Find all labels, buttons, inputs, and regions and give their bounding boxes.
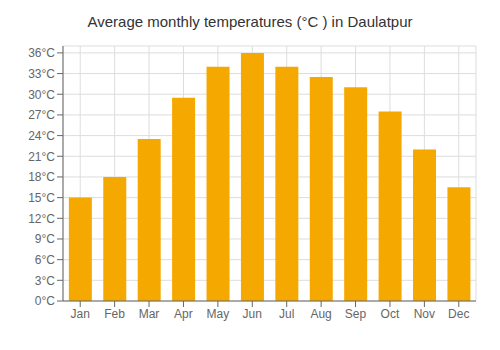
svg-text:Oct: Oct	[381, 307, 400, 321]
svg-text:Nov: Nov	[414, 307, 435, 321]
svg-text:18°C: 18°C	[28, 170, 55, 184]
svg-text:May: May	[207, 307, 230, 321]
svg-text:Feb: Feb	[104, 307, 125, 321]
svg-text:24°C: 24°C	[28, 129, 55, 143]
svg-text:Jun: Jun	[243, 307, 262, 321]
svg-text:30°C: 30°C	[28, 88, 55, 102]
svg-text:36°C: 36°C	[28, 46, 55, 60]
svg-text:Sep: Sep	[345, 307, 367, 321]
svg-text:Mar: Mar	[139, 307, 160, 321]
svg-text:Apr: Apr	[174, 307, 193, 321]
svg-text:Jan: Jan	[71, 307, 90, 321]
svg-text:12°C: 12°C	[28, 212, 55, 226]
svg-text:15°C: 15°C	[28, 191, 55, 205]
svg-text:27°C: 27°C	[28, 108, 55, 122]
svg-text:33°C: 33°C	[28, 67, 55, 81]
svg-text:0°C: 0°C	[35, 294, 55, 308]
html-text:Average monthly temperatures (: Average monthly temperatures (°C ) in Da…	[87, 13, 413, 30]
svg-text:9°C: 9°C	[35, 232, 55, 246]
svg-text:Aug: Aug	[310, 307, 331, 321]
svg-text:Dec: Dec	[448, 307, 469, 321]
svg-text:Jul: Jul	[279, 307, 294, 321]
svg-text:3°C: 3°C	[35, 274, 55, 288]
svg-text:21°C: 21°C	[28, 150, 55, 164]
svg-text:6°C: 6°C	[35, 253, 55, 267]
